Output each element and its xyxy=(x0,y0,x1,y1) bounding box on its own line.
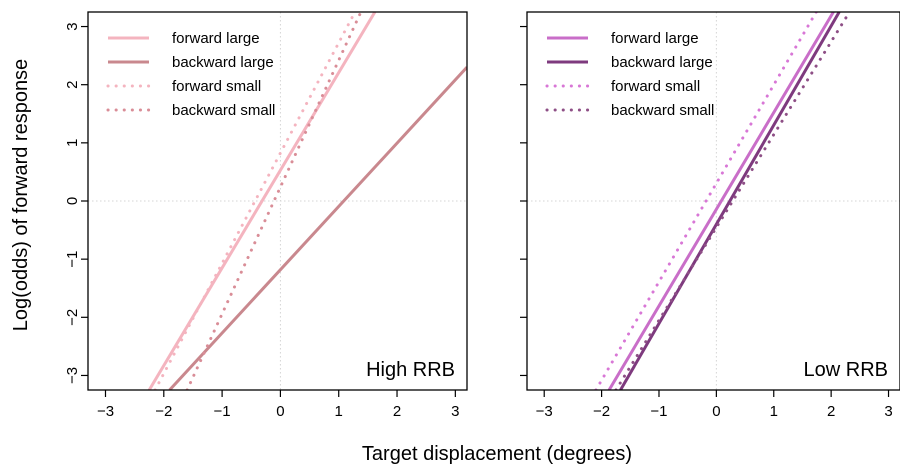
series-line-forward-large xyxy=(147,12,377,390)
x-tick-label: 1 xyxy=(770,403,778,420)
series-line-forward-small xyxy=(153,12,357,390)
chart-panel-1: −3 −2 −1 0 1 2 3 −3 −2 −1 0 1 2 3 forward large backwar… xyxy=(64,11,468,420)
x-tick-label: 3 xyxy=(451,403,459,420)
legend: forward large backward large forward small… xyxy=(106,30,275,119)
x-tick-label: −3 xyxy=(97,403,114,420)
x-tick-label: −2 xyxy=(593,403,610,420)
x-tick-label: 2 xyxy=(393,403,401,420)
series-line-backward-small xyxy=(614,12,851,390)
legend-label: backward large xyxy=(611,54,713,71)
x-tick-label: −1 xyxy=(214,403,231,420)
series-line-forward-small xyxy=(594,12,818,390)
y-tick-label: 2 xyxy=(64,81,81,89)
legend-label: forward large xyxy=(611,30,699,47)
y-axis-title: Log(odds) of forward response xyxy=(10,59,32,331)
x-tick-label: 0 xyxy=(712,403,720,420)
y-tick-label: −3 xyxy=(64,367,81,384)
y-tick-label: −2 xyxy=(64,309,81,326)
y-tick-label: 1 xyxy=(64,139,81,147)
x-tick-label: 1 xyxy=(335,403,343,420)
x-tick-label: 2 xyxy=(827,403,835,420)
legend-label: backward small xyxy=(611,102,714,119)
x-tick-label: −2 xyxy=(155,403,172,420)
legend-label: forward small xyxy=(172,78,261,95)
legend-label: forward large xyxy=(172,30,260,47)
series-line-backward-large xyxy=(168,66,467,390)
legend-label: backward large xyxy=(172,54,274,71)
x-tick-label: −1 xyxy=(650,403,667,420)
y-tick-label: 3 xyxy=(64,22,81,30)
x-tick-label: 3 xyxy=(884,403,892,420)
x-axis-title: Target displacement (degrees) xyxy=(362,443,632,464)
legend-label: backward small xyxy=(172,102,275,119)
legend-label: forward small xyxy=(611,78,700,95)
series-group xyxy=(147,12,467,390)
x-tick-label: 0 xyxy=(276,403,284,420)
panel-label: High RRB xyxy=(366,359,455,381)
y-tick-label: 0 xyxy=(64,197,81,205)
panel-label: Low RRB xyxy=(804,359,888,381)
y-tick-label: −1 xyxy=(64,251,81,268)
legend: forward large backward large forward small… xyxy=(545,30,714,119)
x-tick-label: −3 xyxy=(536,403,553,420)
series-group xyxy=(594,12,851,390)
series-line-forward-large xyxy=(607,12,835,390)
series-line-backward-large xyxy=(619,12,841,390)
